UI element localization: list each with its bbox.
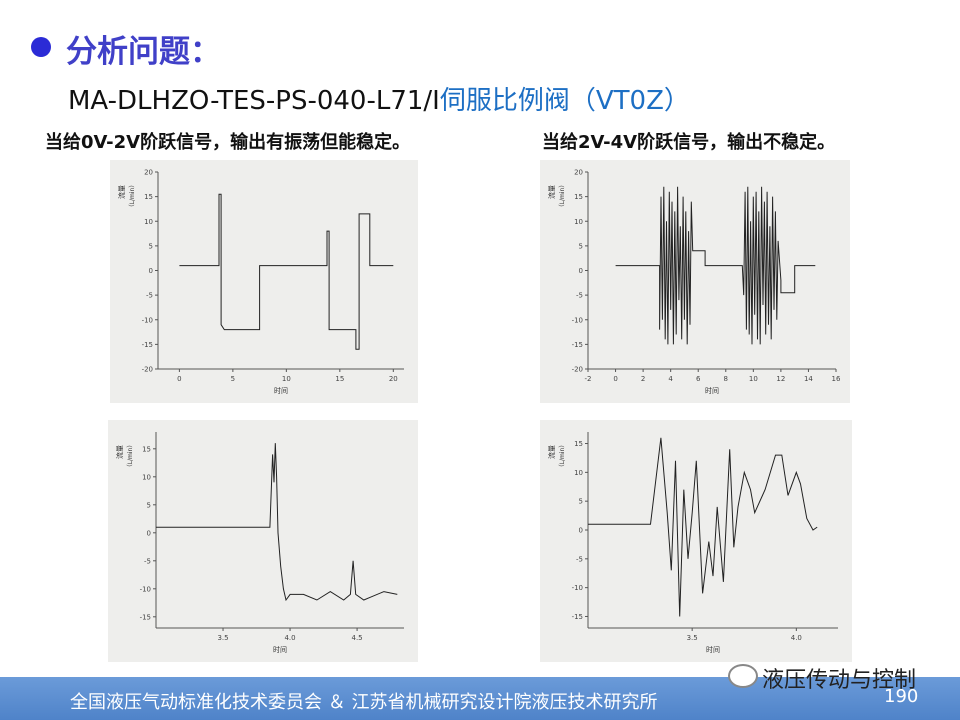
- photo-background: [540, 160, 850, 403]
- x-axis-label: 时间: [273, 645, 287, 654]
- x-axis-label: 时间: [706, 645, 720, 654]
- x-tick-label: 6: [696, 375, 701, 383]
- x-tick-label: 4.5: [352, 634, 363, 642]
- y-tick-label: 0: [147, 529, 151, 537]
- brand-icon: [728, 664, 758, 688]
- x-axis-label: 时间: [274, 386, 288, 395]
- data-line: [179, 193, 394, 350]
- y-tick-label: -15: [572, 613, 583, 621]
- chart-photo: -15 -10 -5 0 5 10 15 3.5 4.0 4.5 时间 流量 （L/min）: [108, 420, 418, 662]
- x-tick-label: 0: [613, 375, 617, 383]
- x-tick-label: 4: [668, 375, 673, 383]
- x-tick-label: 8: [724, 375, 728, 383]
- y-axis-unit: （L/min）: [559, 442, 566, 471]
- y-tick-label: -5: [144, 557, 151, 565]
- footer-bar: [0, 677, 960, 720]
- data-line: [615, 186, 816, 345]
- page-number: 190: [884, 686, 919, 707]
- x-tick-label: 4.0: [791, 634, 802, 642]
- x-tick-label: 14: [804, 375, 813, 383]
- x-tick-label: 10: [282, 375, 291, 383]
- photo-background: [110, 160, 418, 403]
- y-tick-label: 20: [144, 169, 153, 177]
- y-tick-label: -15: [142, 341, 153, 349]
- subtitle: MA-DLHZO-TES-PS-040-L71/I伺服比例阀（VT0Z）: [68, 80, 690, 117]
- y-axis-label: 流量: [115, 445, 124, 459]
- y-tick-label: 10: [574, 218, 583, 226]
- y-tick-label: 5: [149, 242, 153, 250]
- y-tick-label: -5: [146, 292, 153, 300]
- y-axis-unit: （L/min）: [127, 442, 134, 471]
- y-tick-label: -5: [576, 292, 583, 300]
- x-tick-label: 10: [749, 375, 758, 383]
- y-tick-label: 10: [574, 469, 583, 477]
- y-tick-label: 15: [144, 193, 153, 201]
- y-tick-label: -15: [572, 341, 583, 349]
- y-tick-label: 20: [574, 169, 583, 177]
- y-tick-label: 15: [574, 440, 583, 448]
- x-tick-label: 12: [776, 375, 785, 383]
- y-axis-label: 流量: [547, 445, 556, 459]
- y-tick-label: -20: [142, 366, 153, 374]
- caption: 当给0V-2V阶跃信号，输出有振荡但能稳定。: [45, 132, 411, 153]
- y-axis-label: 流量: [547, 185, 556, 199]
- y-tick-label: -10: [140, 585, 151, 593]
- photo-background: [108, 420, 418, 662]
- x-tick-label: 2: [641, 375, 645, 383]
- y-tick-label: -20: [572, 366, 583, 374]
- y-tick-label: -15: [140, 613, 151, 621]
- x-tick-label: 16: [832, 375, 841, 383]
- brand: 液压传动与控制: [762, 668, 917, 693]
- subtitle-name: 伺服比例阀（VT0Z）: [439, 86, 690, 116]
- x-tick-label: -2: [585, 375, 592, 383]
- y-tick-label: -5: [576, 555, 583, 563]
- y-tick-label: 5: [579, 498, 583, 506]
- y-tick-label: -10: [572, 584, 583, 592]
- y-axis-unit: （L/min）: [559, 182, 566, 211]
- y-tick-label: 10: [142, 473, 151, 481]
- y-tick-label: 0: [579, 527, 583, 535]
- y-axis-label: 流量: [117, 185, 126, 199]
- footer-text: 全国液压气动标准化技术委员会 ＆ 江苏省机械研究设计院液压技术研究所: [70, 692, 658, 713]
- y-tick-label: 5: [579, 242, 583, 250]
- x-axis-label: 时间: [705, 386, 719, 395]
- y-tick-label: 0: [149, 267, 153, 275]
- caption: 当给2V-4V阶跃信号，输出不稳定。: [542, 132, 836, 153]
- bullet: [31, 37, 51, 57]
- x-tick-label: 3.5: [217, 634, 228, 642]
- photo-background: [540, 420, 852, 662]
- x-tick-label: 0: [177, 375, 181, 383]
- data-line: [156, 443, 398, 602]
- data-line: [588, 437, 818, 617]
- x-tick-label: 3.5: [687, 634, 698, 642]
- y-tick-label: 0: [579, 267, 583, 275]
- slide-title: 分析问题：: [66, 34, 221, 70]
- y-tick-label: 5: [147, 501, 151, 509]
- x-tick-label: 4.0: [284, 634, 295, 642]
- y-tick-label: 15: [142, 445, 151, 453]
- y-tick-label: 15: [574, 193, 583, 201]
- x-tick-label: 15: [335, 375, 344, 383]
- x-tick-label: 5: [231, 375, 235, 383]
- y-tick-label: -10: [572, 316, 583, 324]
- x-tick-label: 20: [389, 375, 398, 383]
- chart-photo: -15 -10 -5 0 5 10 15 3.5 4.0 时间 流量 （L/min）: [540, 420, 852, 662]
- y-tick-label: -10: [142, 316, 153, 324]
- chart-photo: -20 -15 -10 -5 0 5 10 15 20 0 5 10 15 20 时间 流量 （L/min）: [110, 160, 418, 403]
- subtitle-code: MA-DLHZO-TES-PS-040-L71/I: [68, 86, 440, 116]
- y-axis-unit: （L/min）: [129, 182, 136, 211]
- y-tick-label: 10: [144, 218, 153, 226]
